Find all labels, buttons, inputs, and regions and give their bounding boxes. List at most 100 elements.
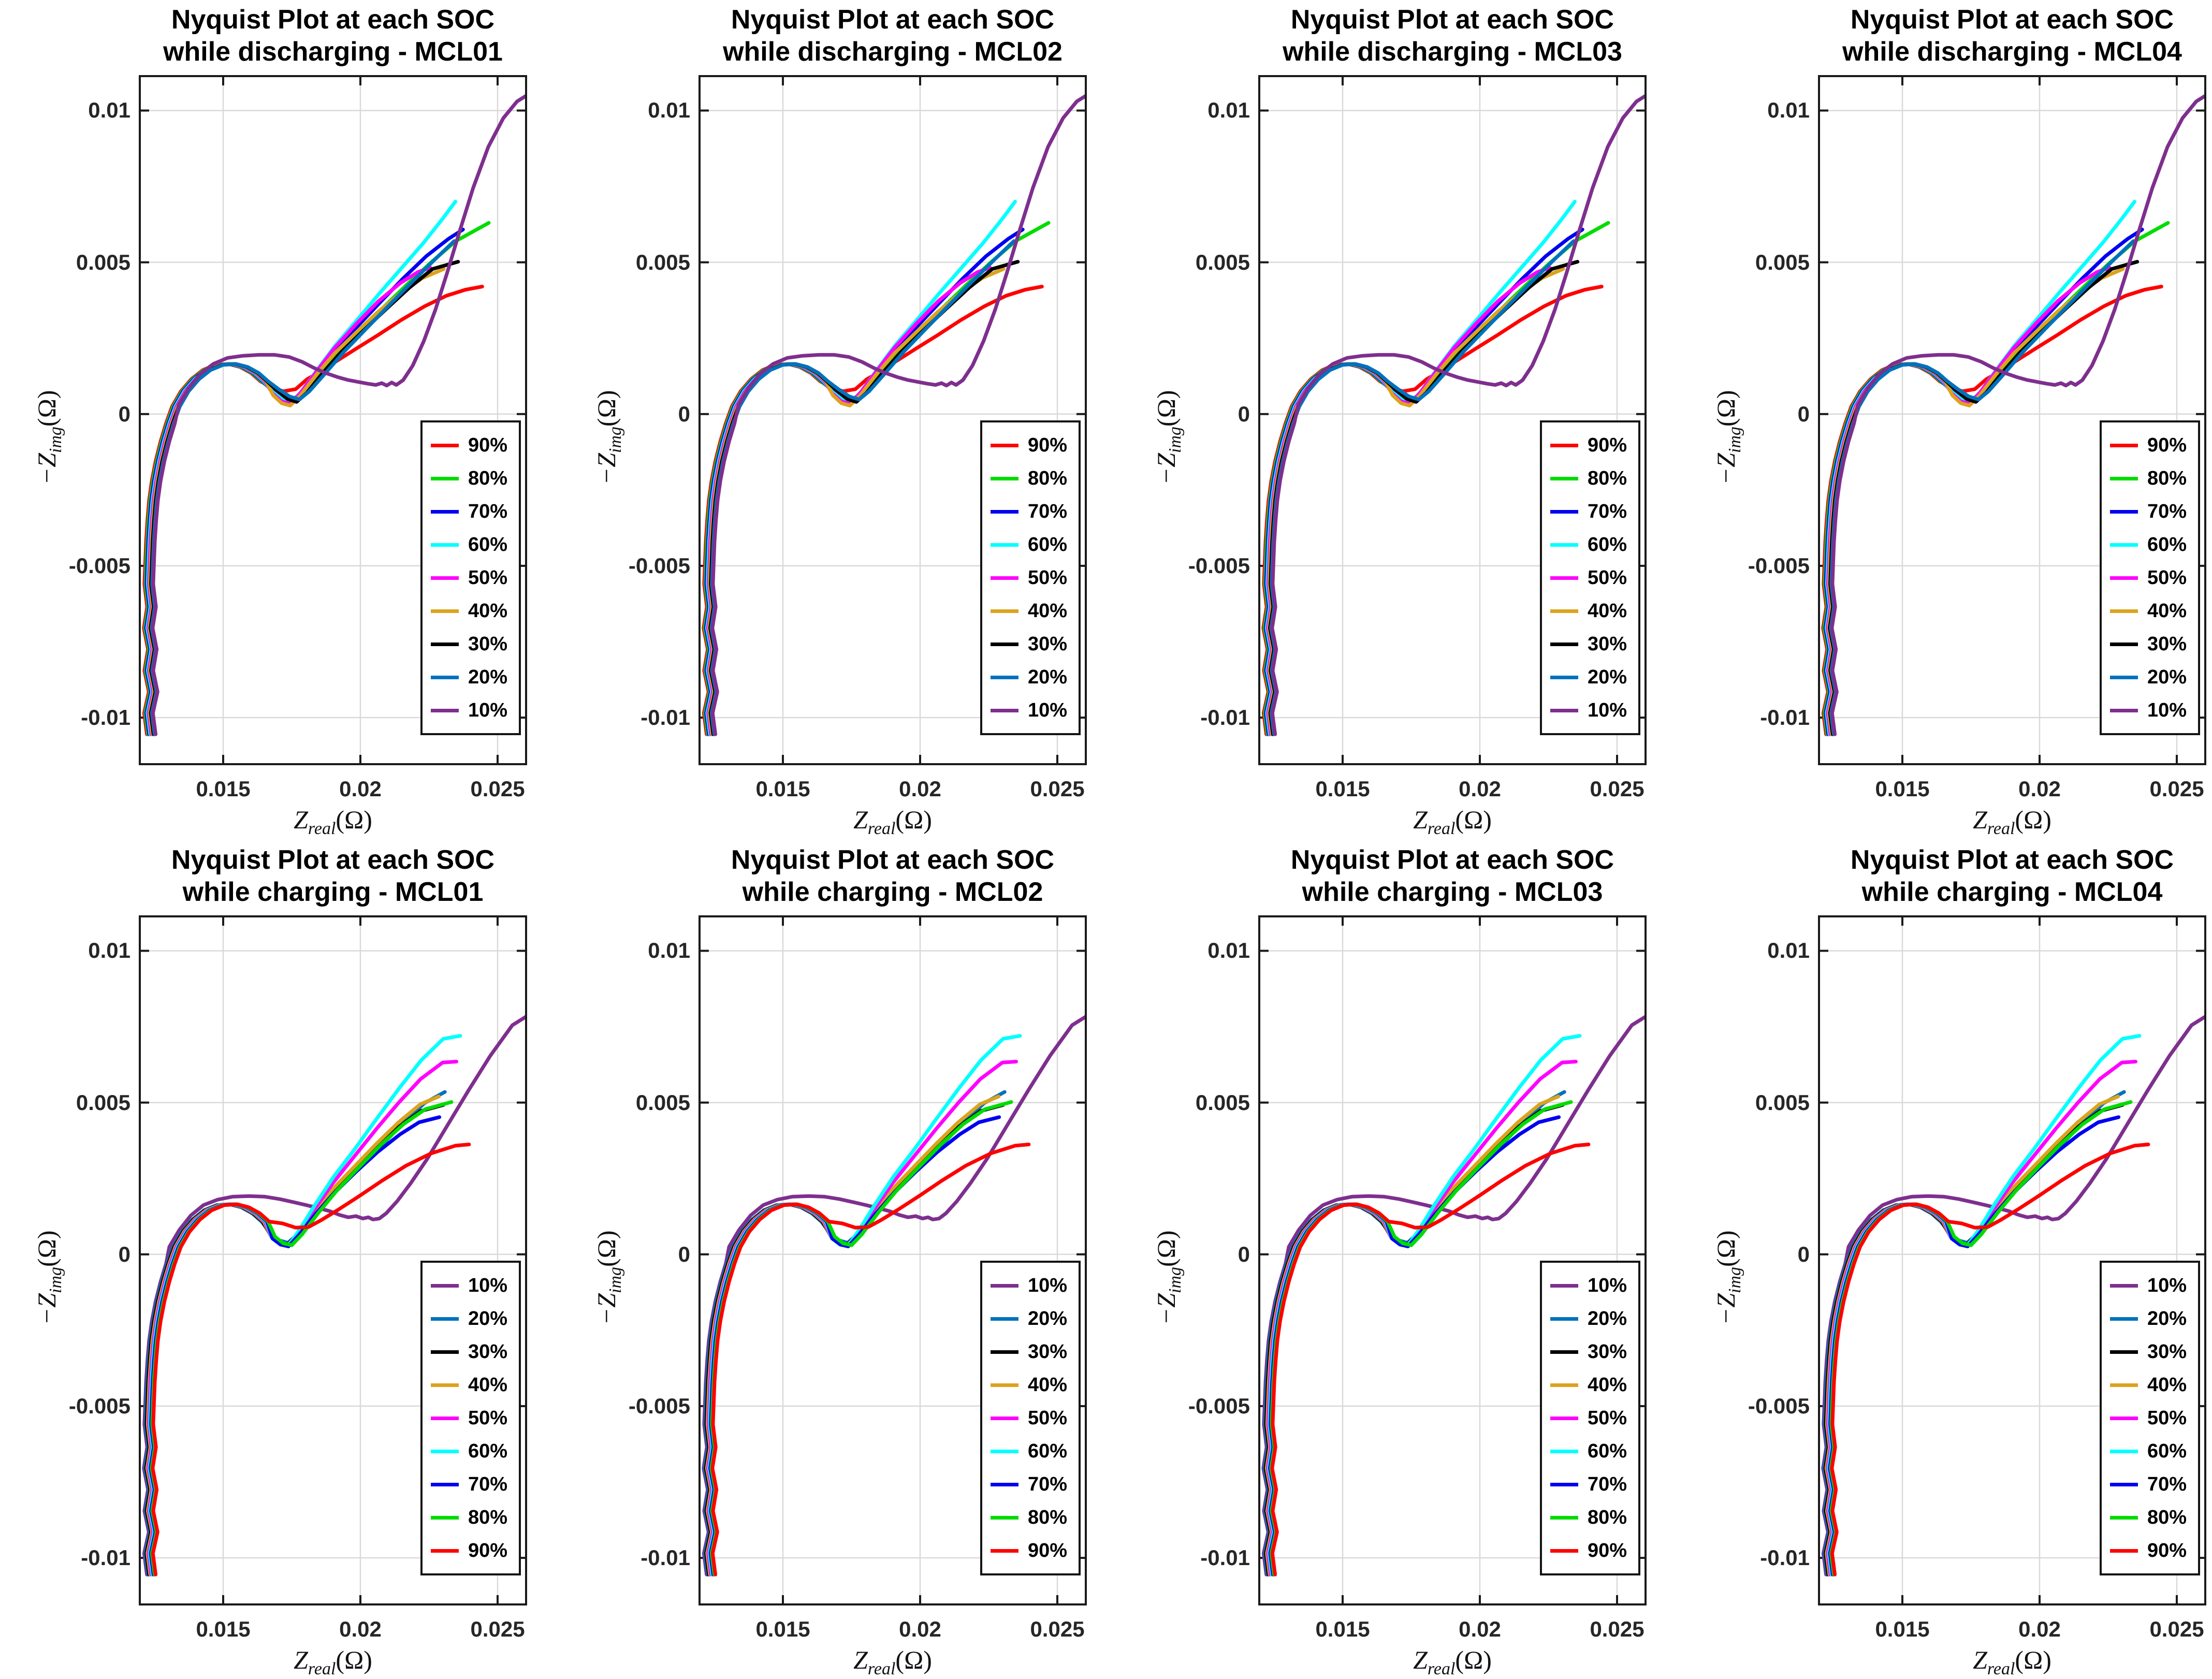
legend-label: 60% — [2147, 1440, 2187, 1462]
plot-title: Nyquist Plot at each SOC while dischargi… — [1283, 4, 1622, 68]
y-tick-label: -0.01 — [81, 1545, 130, 1570]
y-tick-label: -0.01 — [641, 1545, 690, 1570]
legend-item: 20% — [1550, 1302, 1627, 1335]
legend-label: 60% — [1027, 1440, 1067, 1462]
legend-swatch — [430, 708, 459, 712]
legend-swatch — [1550, 1416, 1578, 1420]
legend-swatch — [1550, 476, 1578, 480]
legend-label: 50% — [468, 1407, 507, 1429]
series-line-30% — [708, 260, 1020, 736]
series-line-80% — [1269, 1100, 1573, 1576]
legend-swatch — [2109, 443, 2138, 447]
legend-label: 50% — [1027, 1407, 1067, 1429]
plot-title-line2: while charging - MCL03 — [1302, 877, 1603, 907]
legend-swatch — [2109, 609, 2138, 613]
x-axis-label: Zreal(Ω) — [1413, 1645, 1492, 1678]
legend-item: 70% — [990, 1468, 1067, 1501]
legend-swatch — [2109, 476, 2138, 480]
legend-label: 10% — [2147, 699, 2187, 721]
legend-swatch — [1550, 576, 1578, 580]
legend: 90% 80% 70% 60% 50% 40% 30% 20% 10% — [980, 420, 1081, 735]
legend-label: 70% — [468, 500, 507, 522]
series-line-40% — [145, 1094, 441, 1576]
series-line-10% — [151, 94, 525, 736]
legend-swatch — [430, 1317, 459, 1321]
legend-swatch — [990, 675, 1018, 679]
legend-swatch — [1550, 1482, 1578, 1486]
legend-label: 60% — [468, 533, 507, 556]
legend-item: 60% — [990, 1435, 1067, 1468]
plot-title-line1: Nyquist Plot at each SOC — [1850, 845, 2174, 875]
series-line-10% — [710, 94, 1085, 736]
legend-item: 90% — [1550, 429, 1627, 462]
x-tick-label: 0.015 — [196, 1617, 251, 1641]
y-tick-label: 0.01 — [1767, 938, 1810, 963]
legend-swatch — [990, 543, 1018, 547]
y-tick-label: -0.01 — [1760, 705, 1810, 730]
legend-label: 80% — [1027, 467, 1067, 489]
legend-label: 40% — [1587, 600, 1627, 622]
plot-title-line1: Nyquist Plot at each SOC — [1290, 845, 1614, 875]
legend-label: 10% — [1027, 1274, 1067, 1296]
series-line-40% — [1826, 267, 2125, 736]
x-axis-label: Zreal(Ω) — [1973, 1645, 2051, 1678]
x-tick-label: 0.02 — [1459, 777, 1501, 801]
legend-item: 80% — [990, 1501, 1067, 1534]
legend-item: 10% — [1550, 694, 1627, 727]
plot-title: Nyquist Plot at each SOC while charging … — [1851, 844, 2174, 908]
legend-item: 30% — [1550, 1335, 1627, 1368]
legend-swatch — [2109, 1350, 2138, 1354]
plot-canvas — [1260, 77, 1645, 763]
y-tick-label: -0.01 — [641, 705, 690, 730]
series-line-10% — [1830, 94, 2204, 736]
x-axis-label: Zreal(Ω) — [294, 1645, 372, 1678]
legend-swatch — [990, 1383, 1018, 1387]
legend-label: 10% — [1587, 1274, 1627, 1296]
legend-item: 40% — [1550, 1368, 1627, 1401]
series-line-20% — [143, 1090, 447, 1576]
subplot-discharging-mcl02: Nyquist Plot at each SOC while dischargi… — [592, 5, 1087, 838]
y-tick-label: 0 — [1797, 401, 1810, 426]
legend-label: 50% — [1587, 1407, 1627, 1429]
y-tick-label: 0.01 — [1207, 98, 1250, 123]
legend-label: 40% — [1587, 1374, 1627, 1396]
legend-item: 70% — [990, 495, 1067, 528]
series-line-50% — [706, 1060, 1018, 1576]
legend-swatch — [990, 1549, 1018, 1553]
legend-swatch — [1550, 509, 1578, 514]
series-line-40% — [707, 267, 1006, 736]
legend-item: 80% — [2109, 1501, 2187, 1534]
legend-label: 90% — [1027, 434, 1067, 456]
y-tick-label: 0.01 — [648, 938, 690, 963]
legend-item: 90% — [990, 429, 1067, 462]
legend-swatch — [2109, 675, 2138, 679]
legend-label: 70% — [1027, 500, 1067, 522]
series-line-70% — [1263, 227, 1584, 736]
legend-item: 40% — [2109, 594, 2187, 627]
x-tick-label: 0.02 — [899, 777, 941, 801]
y-tick-label: 0.005 — [1195, 1090, 1250, 1115]
legend-swatch — [1550, 609, 1578, 613]
plot-title-line2: while charging - MCL04 — [1861, 877, 2163, 907]
legend-label: 50% — [1027, 566, 1067, 589]
plot-canvas — [1820, 917, 2204, 1603]
legend-label: 90% — [2147, 1539, 2187, 1561]
legend-label: 10% — [1027, 699, 1067, 721]
legend-label: 10% — [468, 1274, 507, 1296]
x-tick-label: 0.025 — [1590, 1617, 1645, 1641]
y-tick-label: -0.005 — [1188, 553, 1250, 578]
y-axis-label: −Zimg(Ω) — [32, 389, 65, 485]
plot-canvas — [1820, 77, 2204, 763]
legend-swatch — [990, 509, 1018, 514]
legend-label: 90% — [468, 1539, 507, 1561]
subplot-charging-mcl02: Nyquist Plot at each SOC while charging … — [592, 845, 1087, 1678]
series-line-50% — [1825, 266, 2112, 736]
legend-label: 50% — [2147, 1407, 2187, 1429]
series-line-30% — [149, 260, 460, 736]
legend-label: 70% — [2147, 500, 2187, 522]
series-line-50% — [1825, 1060, 2137, 1576]
legend-label: 40% — [468, 600, 507, 622]
subplot-charging-mcl03: Nyquist Plot at each SOC while charging … — [1152, 845, 1647, 1678]
legend-item: 40% — [2109, 1368, 2187, 1401]
